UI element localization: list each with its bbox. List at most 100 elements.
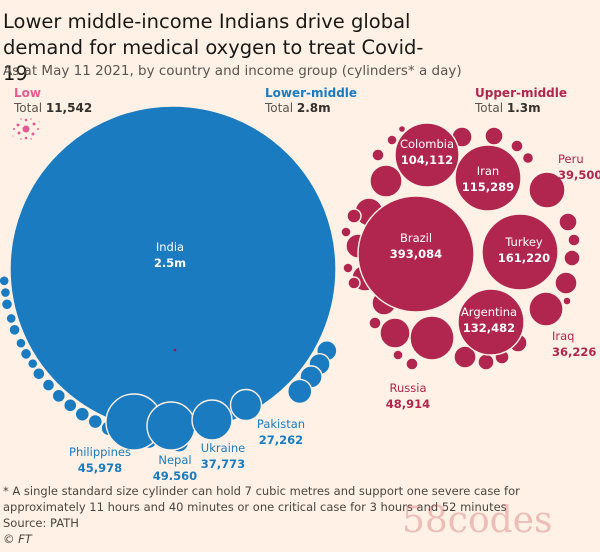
low-income-bubble-8 (11, 126, 17, 132)
upper-middle-minor-bubble-15 (554, 271, 578, 295)
country-name-ukraine: Ukraine (201, 441, 245, 455)
bubble-iraq (528, 291, 564, 327)
bubble-russia (409, 315, 455, 361)
lower-middle-minor-bubble-3 (8, 323, 21, 337)
lower-middle-minor-bubble-22 (287, 378, 313, 405)
country-name-philippines: Philippines (69, 445, 131, 459)
lower-middle-minor-bubble-6 (27, 357, 39, 370)
watermark: 58codes (402, 500, 553, 541)
bubble-chart: India 2.5m Philippines 45,978 Nepal 49,560 Ukr… (0, 105, 600, 480)
upper-middle-minor-bubble-6 (379, 317, 411, 349)
bubble-nepal (146, 401, 196, 451)
upper-middle-minor-bubble-14 (563, 249, 581, 267)
major-bubbles (9, 105, 566, 451)
group-name-low: Low (14, 86, 41, 100)
country-value-colombia: 104,112 (401, 153, 453, 167)
chart-title: Lower middle-income Indians drive global… (3, 10, 424, 85)
country-name-turkey: Turkey (504, 235, 543, 249)
low-income-bubble-2 (15, 122, 21, 128)
low-income-bubble-1 (21, 124, 31, 134)
low-income-bubble-13 (28, 136, 34, 142)
group-total-label-low: Total (14, 101, 43, 115)
country-name-iran: Iran (477, 164, 499, 178)
country-name-peru: Peru (558, 152, 584, 166)
upper-middle-minor-bubble-30 (562, 296, 572, 306)
group-name-lower-middle: Lower-middle (265, 86, 358, 100)
country-value-iraq: 36,226 (552, 345, 596, 359)
bubble-pakistan (229, 388, 263, 422)
group-total-low: 11,542 (45, 101, 93, 115)
group-header-lower-middle: Lower-middle Total 2.8m (265, 86, 357, 116)
bubble-iran (454, 144, 522, 212)
group-header-upper-middle: Upper-middle Total 1.3m (475, 86, 567, 116)
country-name-iraq: Iraq (552, 329, 574, 343)
upper-middle-minor-bubble-12 (558, 212, 578, 232)
upper-middle-minor-bubble-9 (510, 139, 524, 153)
footnote: * A single standard size cylinder can ho… (3, 484, 520, 514)
country-value-ukraine: 37,773 (201, 457, 245, 471)
upper-middle-minor-bubble-29 (368, 316, 382, 330)
upper-middle-minor-bubble-8 (484, 126, 504, 146)
country-name-india: India (156, 240, 184, 254)
group-total-label-upper-middle: Total (475, 101, 504, 115)
upper-middle-minor-bubble-22 (397, 124, 407, 134)
low-income-bubble-12 (18, 136, 24, 142)
bubble-argentina (457, 288, 525, 356)
group-total-label-lower-middle: Total (265, 101, 294, 115)
bubble-labels: India 2.5m Philippines 45,978 Nepal 49,560 Ukr… (69, 137, 600, 480)
low-income-bubble-6 (23, 117, 29, 123)
lower-middle-minor-bubble-11 (74, 406, 90, 422)
country-name-russia: Russia (390, 381, 427, 395)
upper-middle-minor-bubble-16 (346, 208, 362, 224)
country-value-russia: 48,914 (386, 397, 430, 411)
country-value-brazil: 393,084 (390, 247, 442, 261)
low-income-bubble-14 (37, 120, 41, 124)
source-note: Source: PATH (3, 516, 79, 530)
low-income-bubble-3 (31, 121, 37, 127)
upper-middle-minor-bubble-19 (342, 262, 354, 274)
bubble-ukraine (191, 399, 233, 441)
low-income-bubble-7 (23, 135, 29, 141)
upper-middle-minor-bubble-20 (371, 148, 385, 162)
upper-middle-minor-bubble-27 (405, 357, 419, 371)
country-value-india: 2.5m (154, 256, 186, 270)
country-value-iran: 115,289 (462, 180, 514, 194)
lower-middle-minor-bubble-24 (0, 275, 10, 287)
upper-middle-minor-bubble-24 (477, 353, 495, 371)
low-income-bubble-4 (16, 130, 22, 136)
low-income-bubble-10 (18, 116, 24, 122)
low-income-bubble-9 (35, 126, 41, 132)
country-name-brazil: Brazil (400, 231, 432, 245)
bubble-colombia (394, 122, 460, 188)
lower-middle-minor-bubble-2 (5, 312, 17, 325)
upper-middle-minor-bubble-28 (392, 349, 404, 361)
bubble-brazil (357, 195, 475, 313)
lower-middle-minor-bubble-7 (32, 367, 46, 381)
credit-note: © FT (3, 532, 32, 546)
group-total-lower-middle: 2.8m (296, 101, 331, 115)
lower-middle-minor-bubble-1 (0, 298, 14, 311)
group-total-upper-middle: 1.3m (506, 101, 541, 115)
low-income-bubble-5 (30, 131, 36, 137)
lower-middle-minor-bubble-5 (19, 347, 33, 361)
lower-middle-minor-bubble-8 (41, 378, 56, 392)
upper-middle-minor-bubble-13 (567, 233, 581, 247)
country-value-argentina: 132,482 (463, 321, 515, 335)
india-centre-dot (173, 348, 177, 352)
lower-middle-minor-bubble-12 (87, 413, 103, 430)
lower-middle-minor-bubble-9 (51, 388, 66, 404)
lower-middle-minor-bubble-4 (15, 337, 27, 349)
chart-subtitle: As at May 11 2021, by country and income… (3, 63, 462, 79)
country-value-pakistan: 27,262 (259, 433, 303, 447)
country-name-nepal: Nepal (158, 453, 191, 467)
lower-middle-minor-bubble-10 (63, 398, 78, 413)
upper-middle-minor-bubble-1 (369, 164, 403, 198)
upper-middle-minor-bubble-10 (521, 151, 535, 165)
country-value-turkey: 161,220 (498, 251, 550, 265)
country-value-philippines: 45,978 (78, 461, 122, 475)
bubble-peru (528, 171, 566, 209)
group-name-upper-middle: Upper-middle (475, 86, 568, 100)
country-name-argentina: Argentina (461, 305, 517, 319)
country-value-peru: 39,500 (558, 168, 600, 182)
upper-middle-minor-bubble-18 (347, 276, 361, 290)
